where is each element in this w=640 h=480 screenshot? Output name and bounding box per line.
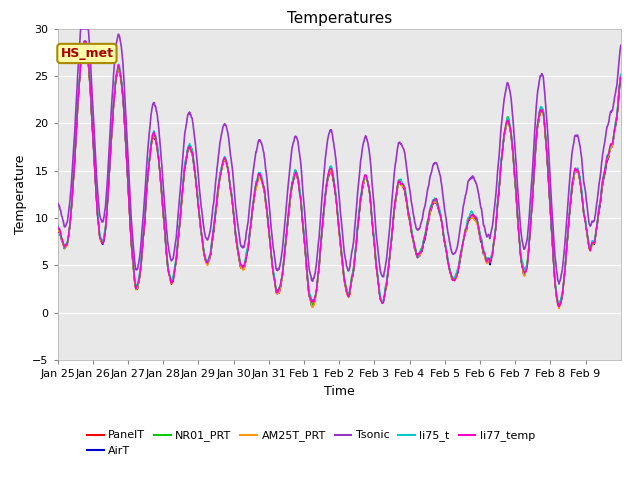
X-axis label: Time: Time — [324, 384, 355, 397]
Text: HS_met: HS_met — [60, 47, 113, 60]
Y-axis label: Temperature: Temperature — [13, 155, 27, 234]
Legend: PanelT, AirT, NR01_PRT, AM25T_PRT, Tsonic, li75_t, li77_temp: PanelT, AirT, NR01_PRT, AM25T_PRT, Tsoni… — [83, 426, 540, 460]
Title: Temperatures: Temperatures — [287, 11, 392, 26]
